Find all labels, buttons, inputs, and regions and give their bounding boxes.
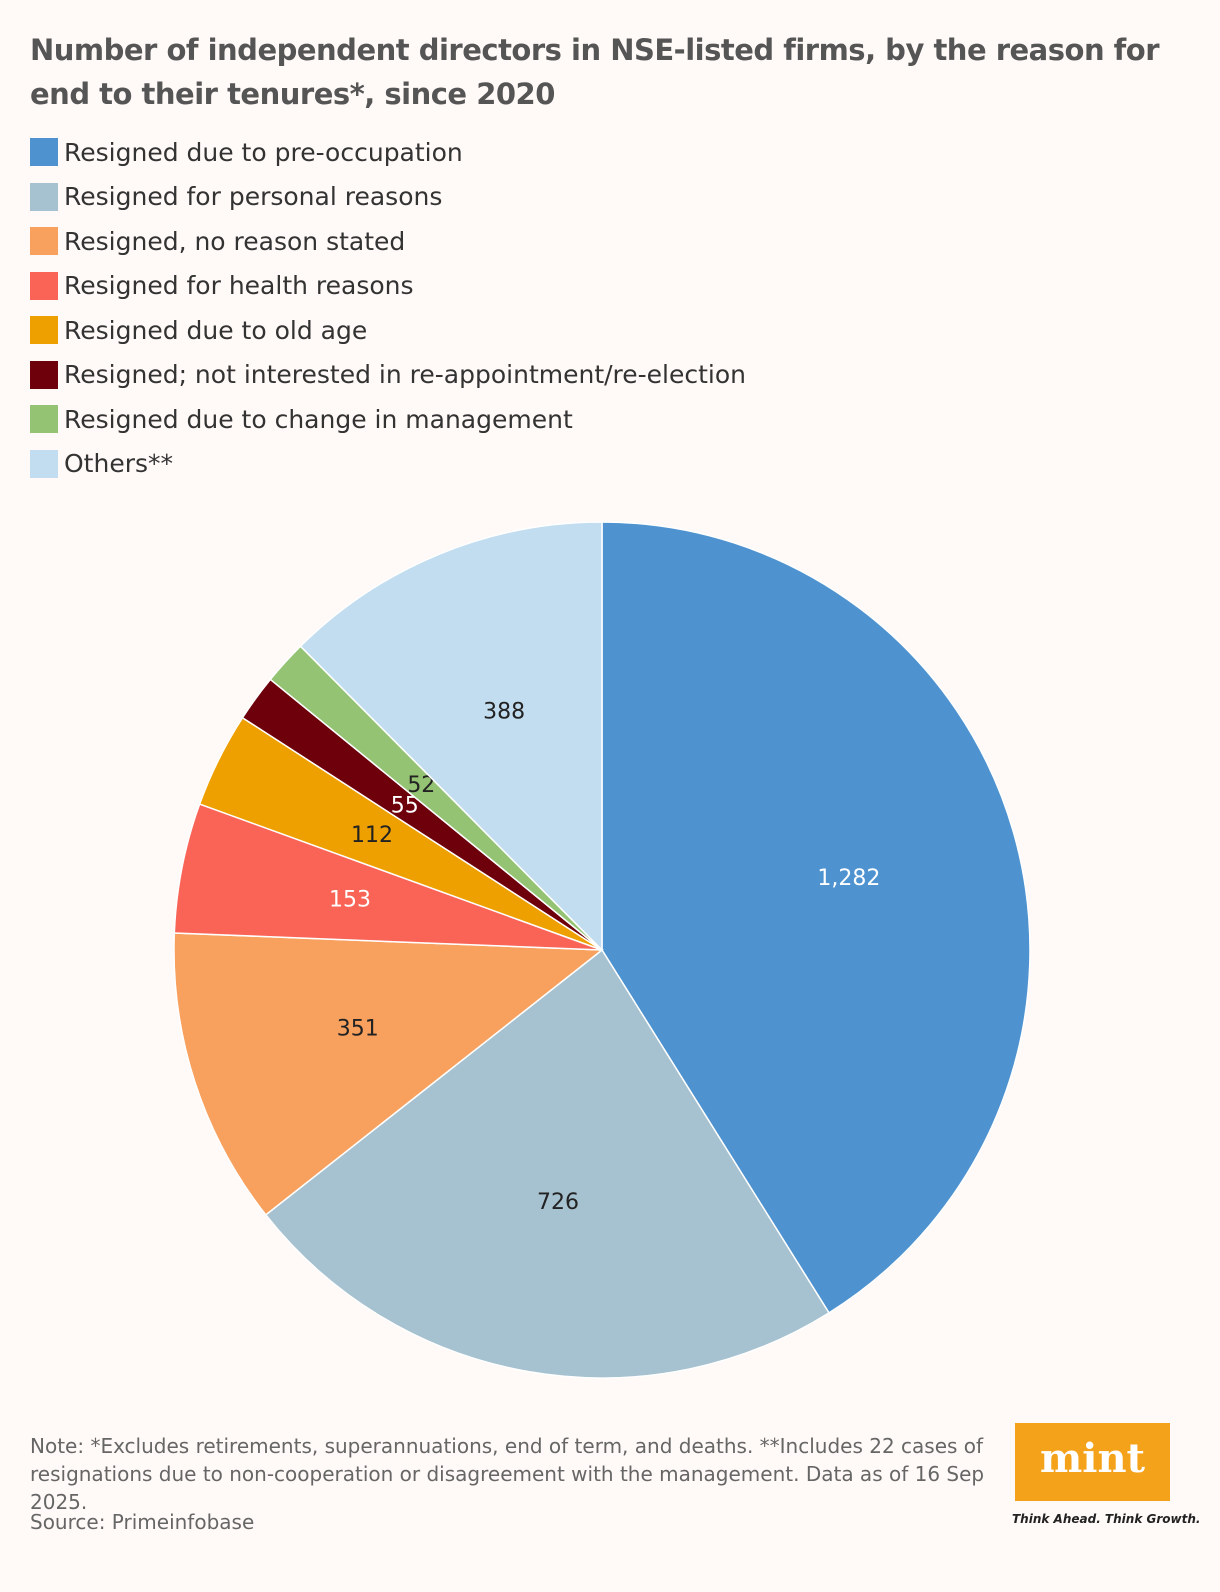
pie-slice xyxy=(264,948,831,1379)
legend: Resigned due to pre-occupation Resigned f… xyxy=(30,130,746,486)
legend-item: Resigned; not interested in re-appointme… xyxy=(30,353,746,398)
source: Source: Primeinfobase xyxy=(30,1510,255,1534)
legend-label: Others** xyxy=(64,449,174,479)
chart-title: Number of independent directors in NSE-l… xyxy=(30,33,1160,111)
legend-swatch xyxy=(30,271,58,300)
legend-label: Resigned; not interested in re-appointme… xyxy=(64,360,747,390)
legend-swatch xyxy=(30,405,58,434)
legend-label: Resigned due to old age xyxy=(64,315,368,345)
data-label: 153 xyxy=(329,888,371,913)
tagline: Think Ahead. Think Growth. xyxy=(1012,1512,1201,1526)
legend-swatch xyxy=(30,227,58,256)
legend-item: Resigned for personal reasons xyxy=(30,175,746,220)
data-label: 1,282 xyxy=(817,866,880,891)
logo: mint xyxy=(1015,1423,1170,1501)
legend-label: Resigned, no reason stated xyxy=(64,226,406,256)
legend-swatch xyxy=(30,138,58,167)
legend-swatch xyxy=(30,449,58,478)
legend-label: Resigned for personal reasons xyxy=(64,182,443,212)
legend-label: Resigned due to pre-occupation xyxy=(64,137,463,167)
legend-label: Resigned for health reasons xyxy=(64,271,414,301)
pie-slice xyxy=(299,521,603,952)
data-label: 112 xyxy=(351,823,393,848)
data-label: 351 xyxy=(337,1016,379,1041)
legend-label: Resigned due to change in management xyxy=(64,404,573,434)
legend-swatch xyxy=(30,316,58,345)
legend-item: Resigned due to change in management xyxy=(30,397,746,442)
legend-item: Resigned, no reason stated xyxy=(30,219,746,264)
pie-slice xyxy=(601,521,1031,1314)
pie-slice xyxy=(173,932,605,1216)
data-label: 388 xyxy=(483,700,525,725)
note: Note: *Excludes retirements, superannuat… xyxy=(30,1434,985,1514)
data-label: 726 xyxy=(537,1190,579,1215)
legend-item: Others** xyxy=(30,442,746,487)
legend-item: Resigned for health reasons xyxy=(30,264,746,309)
legend-swatch xyxy=(30,360,58,389)
legend-swatch xyxy=(30,182,58,211)
legend-item: Resigned due to old age xyxy=(30,308,746,353)
data-label: 55 xyxy=(391,793,419,818)
legend-item: Resigned due to pre-occupation xyxy=(30,130,746,175)
